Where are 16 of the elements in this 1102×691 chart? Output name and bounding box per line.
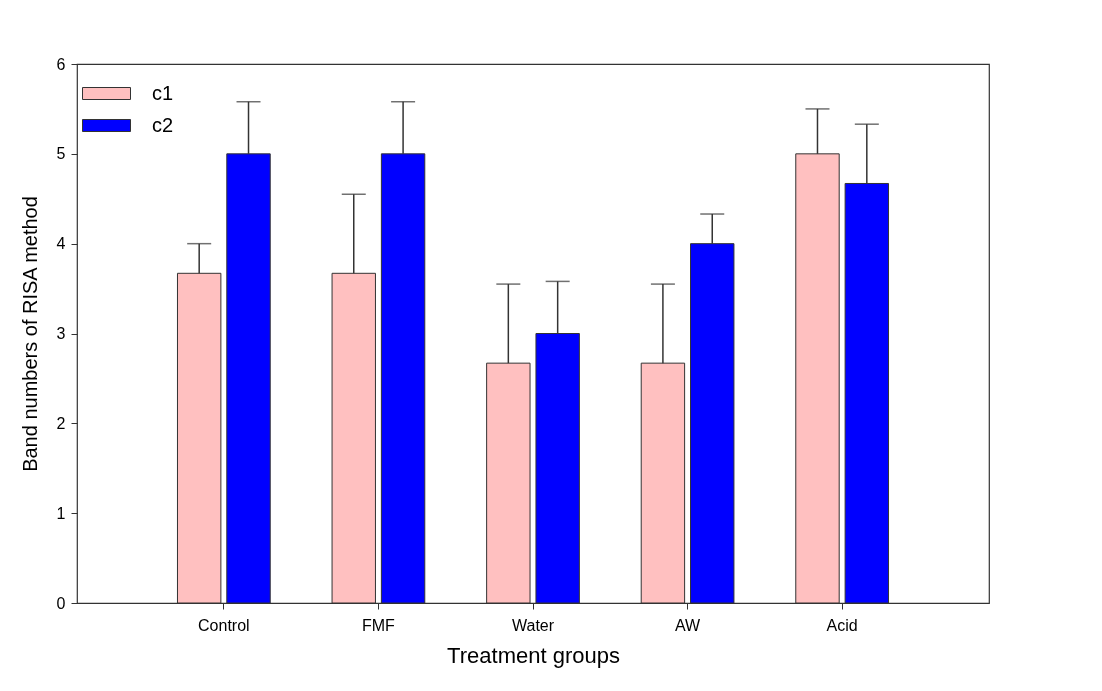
x-tick-label: Water [511,616,555,634]
y-tick-label: 4 [56,235,66,253]
x-tick-label: AW [674,616,702,634]
x-axis-title: Treatment groups [447,642,620,668]
y-axis-title: Band numbers of RISA method [18,196,41,472]
x-tick-label: FMF [361,616,396,634]
legend-label: c2 [152,113,174,136]
x-tick-label: Acid [826,616,858,634]
y-tick-label: 2 [56,414,66,432]
x-tick-label: Control [198,616,250,634]
y-tick-label: 0 [56,594,66,612]
legend-label: c1 [152,81,174,104]
y-tick-label: 3 [56,325,66,342]
y-tick-label: 5 [56,145,66,163]
y-tick-label: 1 [56,504,66,522]
y-tick-label: 6 [56,55,66,73]
